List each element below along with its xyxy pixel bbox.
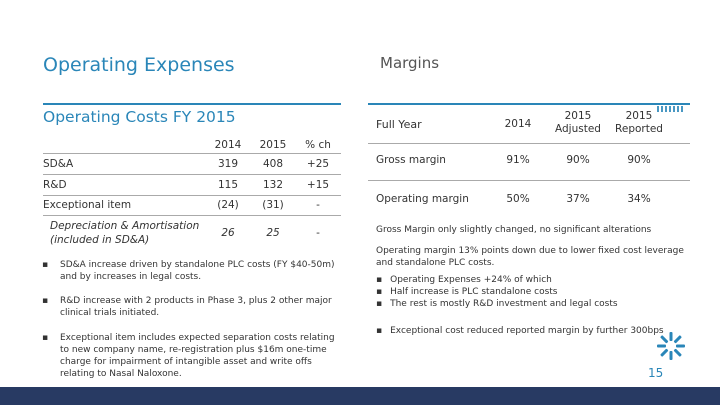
footer-bar	[0, 387, 720, 405]
note-exceptional: ▪ Exceptional cost reduced reported margi…	[376, 326, 664, 336]
bullet-rnd: ▪ R&D increase with 2 products in Phase …	[42, 296, 332, 318]
row-label: SD&A	[43, 158, 74, 170]
page-number: 15	[648, 366, 664, 380]
bullet-line: Exceptional item includes expected separ…	[60, 333, 335, 343]
sub-bullet: ▪ The rest is mostly R&D investment and l…	[376, 299, 618, 309]
bullet-line: relating to Nasal Naloxone.	[60, 369, 182, 379]
left-title-rule	[43, 103, 341, 105]
bullet-sda: ▪ SD&A increase driven by standalone PLC…	[42, 260, 335, 282]
table-divider	[368, 180, 690, 181]
company-logo-icon	[657, 332, 685, 360]
bullet-exceptional: ▪ Exceptional item includes expected sep…	[42, 333, 335, 379]
table-cell: -	[316, 227, 320, 239]
note-gross-margin: Gross Margin only slightly changed, no s…	[376, 225, 652, 235]
dotted-ornament	[657, 106, 685, 112]
note-operating-margin: Operating margin 13% points down due to …	[376, 245, 684, 269]
sub-bullet: ▪ Operating Expenses +24% of which	[376, 275, 552, 285]
table-cell: +25	[306, 158, 330, 170]
table-cell: 115	[217, 179, 239, 191]
table-cell: +15	[306, 179, 330, 191]
table-divider	[43, 215, 341, 216]
note-line: Operating margin 13% points down due to …	[376, 246, 684, 256]
row-label-note: (included in SD&A)	[50, 234, 150, 246]
note-sub-bullets: ▪ Operating Expenses +24% of which ▪ Half …	[376, 274, 618, 310]
right-title-rule	[368, 103, 690, 105]
table-cell: 90%	[566, 154, 590, 166]
table-divider	[43, 195, 341, 196]
table-cell: 132	[262, 179, 284, 191]
note-text: Exceptional cost reduced reported margin…	[390, 326, 664, 336]
header-line: 2015	[564, 110, 592, 122]
row-label: Depreciation & Amortisation	[50, 220, 200, 232]
sub-bullet: ▪ Half increase is PLC standalone costs	[376, 287, 558, 297]
bullet-line: clinical trials initiated.	[60, 308, 160, 318]
header-line: 2015	[625, 110, 653, 122]
bullet-line: and by increases in legal costs.	[60, 272, 202, 282]
table-cell: 90%	[627, 154, 651, 166]
bullet-line: to new company name, re-registration plu…	[60, 345, 327, 355]
table-cell: 25	[266, 227, 280, 239]
header-pct-change: % ch	[305, 139, 331, 151]
table-cell: (24)	[217, 199, 239, 211]
header-2015-adjusted: 2015 Adjusted	[548, 110, 608, 136]
right-section-title: Margins	[380, 54, 440, 72]
table-cell: 50%	[506, 193, 530, 205]
sub-bullet-text: Operating Expenses +24% of which	[390, 275, 552, 285]
row-label: Gross margin	[376, 154, 446, 166]
sub-bullet-text: The rest is mostly R&D investment and le…	[390, 299, 618, 309]
row-label: Operating margin	[376, 193, 469, 205]
header-2014: 2014	[214, 139, 242, 151]
row-label: R&D	[43, 179, 67, 191]
bullet-line: SD&A increase driven by standalone PLC c…	[60, 260, 335, 270]
table-cell: (31)	[262, 199, 284, 211]
header-line: Adjusted	[555, 123, 601, 135]
operating-costs-subtitle: Operating Costs FY 2015	[43, 108, 236, 126]
table-divider	[43, 153, 341, 154]
table-cell: -	[316, 199, 320, 211]
bullet-line: charge for impairment of intangible asse…	[60, 357, 312, 367]
table-cell: 34%	[627, 193, 651, 205]
table-cell: 319	[217, 158, 239, 170]
table-cell: 37%	[566, 193, 590, 205]
header-2015-reported: 2015 Reported	[609, 110, 669, 136]
table-divider	[43, 174, 341, 175]
bullet-line: R&D increase with 2 products in Phase 3,…	[60, 296, 332, 306]
header-line: Reported	[615, 123, 663, 135]
header-2015: 2015	[259, 139, 287, 151]
note-line: and standalone PLC costs.	[376, 258, 495, 268]
header-2014: 2014	[504, 118, 532, 130]
row-label: Exceptional item	[43, 199, 132, 211]
table-cell: 408	[262, 158, 284, 170]
table-cell: 26	[221, 227, 235, 239]
header-full-year: Full Year	[376, 118, 422, 131]
left-section-title: Operating Expenses	[43, 54, 235, 76]
sub-bullet-text: Half increase is PLC standalone costs	[390, 287, 558, 297]
table-cell: 91%	[506, 154, 530, 166]
table-divider	[368, 143, 690, 144]
